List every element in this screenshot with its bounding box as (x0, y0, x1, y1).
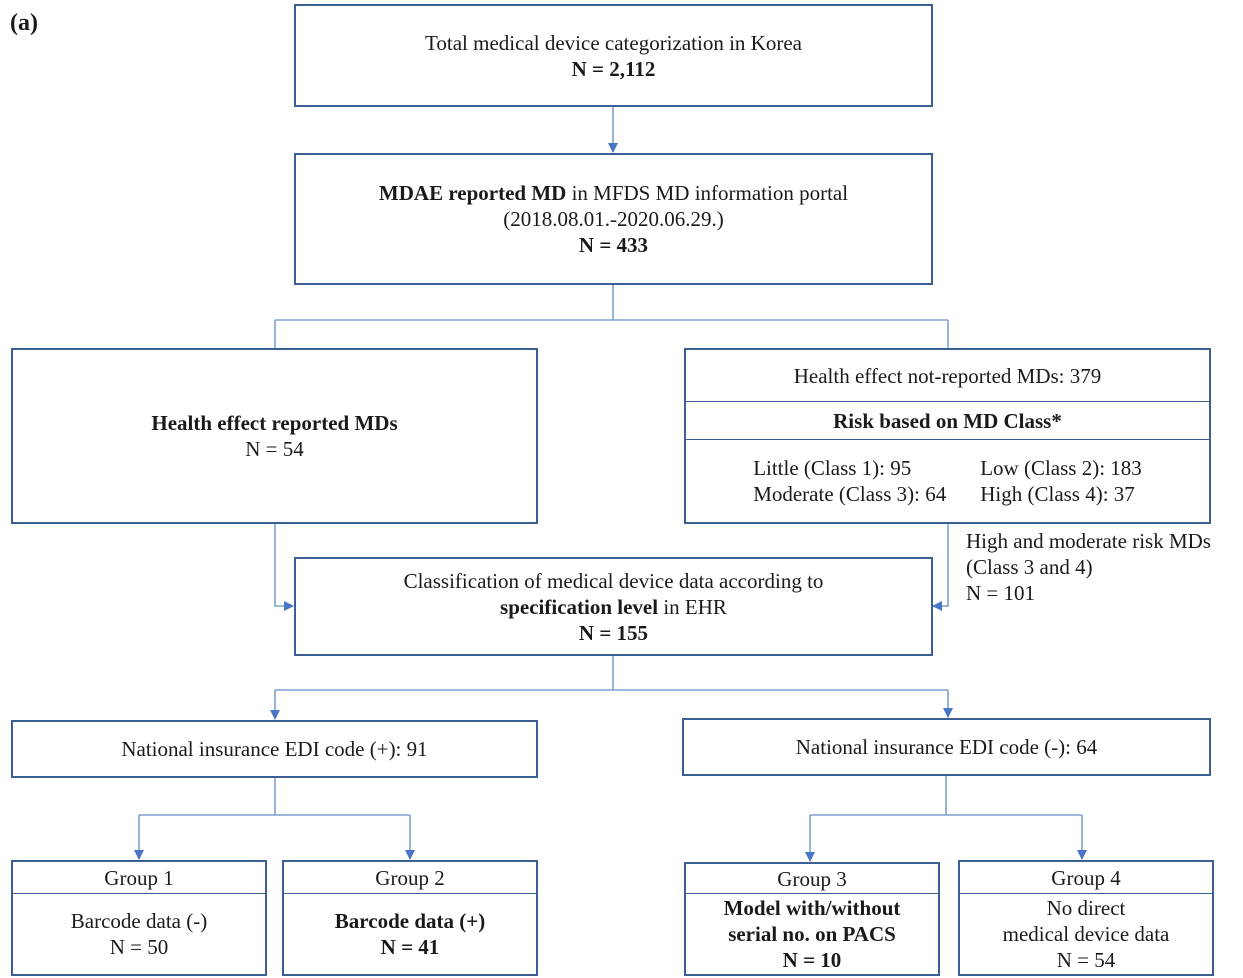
arrow-health-to-classification (274, 524, 294, 611)
mdae-title-bold: MDAE reported MD (378, 181, 567, 205)
group-1-count: N = 50 (109, 935, 169, 959)
risk-class-low: Low (Class 2): 183 (980, 456, 1142, 480)
group-3-desc-line1: Model with/without (723, 896, 901, 920)
group-3-desc-line2: serial no. on PACS (728, 922, 896, 946)
risk-classes-row: Little (Class 1): 95 Low (Class 2): 183 … (686, 440, 1209, 522)
health-reported-box: Health effect reported MDs N = 54 (11, 348, 538, 524)
group-4-desc-line1: No direct (1046, 896, 1126, 920)
side-note-line1: High and moderate risk MDs (966, 529, 1211, 553)
mdae-reported-box: MDAE reported MD in MFDS MD information … (294, 153, 933, 285)
group-4-count: N = 54 (1056, 948, 1116, 972)
high-moderate-risk-note: High and moderate risk MDs (Class 3 and … (966, 528, 1211, 606)
classification-line2: specification level in EHR (500, 594, 727, 620)
group-1-body: Barcode data (-) N = 50 (13, 894, 265, 974)
side-note-line2: (Class 3 and 4) (966, 555, 1093, 579)
health-reported-title: Health effect reported MDs (151, 411, 398, 435)
group-3-name: Group 3 (777, 866, 847, 891)
group-1-header: Group 1 (13, 862, 265, 894)
group-2-count: N = 41 (380, 935, 440, 959)
mdae-title-line: MDAE reported MD in MFDS MD information … (379, 180, 848, 206)
group-1-box: Group 1 Barcode data (-) N = 50 (11, 860, 267, 976)
group-3-header: Group 3 (686, 864, 938, 894)
group-4-header: Group 4 (960, 862, 1212, 894)
group-2-desc: Barcode data (+) (334, 909, 486, 933)
group-4-name: Group 4 (1051, 865, 1121, 890)
classification-line1: Classification of medical device data ac… (403, 568, 824, 593)
risk-class-little: Little (Class 1): 95 (753, 456, 912, 480)
group-3-box: Group 3 Model with/without serial no. on… (684, 862, 940, 976)
total-categorization-box: Total medical device categorization in K… (294, 4, 933, 107)
mdae-count: N = 433 (578, 233, 649, 257)
total-categorization-title: Total medical device categorization in K… (425, 30, 802, 55)
group-2-header: Group 2 (284, 862, 536, 894)
total-categorization-count: N = 2,112 (571, 56, 656, 81)
risk-header: Risk based on MD Class* (833, 408, 1062, 433)
group-3-count: N = 10 (782, 948, 842, 972)
mdae-period: (2018.08.01.-2020.06.29.) (503, 207, 724, 231)
not-reported-title: Health effect not-reported MDs: 379 (793, 363, 1102, 388)
risk-header-row: Risk based on MD Class* (686, 402, 1209, 440)
classification-count: N = 155 (578, 620, 649, 645)
group-1-desc: Barcode data (-) (70, 909, 208, 933)
not-reported-header-row: Health effect not-reported MDs: 379 (686, 350, 1209, 402)
group-2-body: Barcode data (+) N = 41 (284, 894, 536, 974)
group-4-desc-line2: medical device data (1002, 922, 1170, 946)
group-2-name: Group 2 (375, 865, 445, 890)
side-note-count: N = 101 (966, 581, 1036, 605)
edi-negative-label: National insurance EDI code (-): 64 (795, 735, 1098, 759)
edi-positive-label: National insurance EDI code (+): 91 (121, 737, 428, 761)
group-4-box: Group 4 No direct medical device data N … (958, 860, 1214, 976)
risk-class-moderate: Moderate (Class 3): 64 (753, 482, 947, 506)
panel-label: (a) (10, 10, 38, 36)
group-3-body: Model with/without serial no. on PACS N … (686, 894, 938, 974)
classification-rest: in EHR (658, 594, 727, 619)
risk-classes-grid: Little (Class 1): 95 Low (Class 2): 183 … (753, 455, 1142, 507)
classification-bold: specification level (500, 594, 659, 619)
edi-negative-box: National insurance EDI code (-): 64 (682, 718, 1211, 776)
edi-positive-box: National insurance EDI code (+): 91 (11, 720, 538, 778)
risk-class-high: High (Class 4): 37 (980, 482, 1135, 506)
arrow-notreported-to-classification (932, 524, 949, 611)
mdae-title-rest: in MFDS MD information portal (566, 181, 849, 205)
not-reported-box: Health effect not-reported MDs: 379 Risk… (684, 348, 1211, 524)
group-1-name: Group 1 (104, 865, 174, 890)
group-2-box: Group 2 Barcode data (+) N = 41 (282, 860, 538, 976)
group-4-body: No direct medical device data N = 54 (960, 894, 1212, 974)
health-reported-count: N = 54 (245, 437, 304, 461)
classification-box: Classification of medical device data ac… (294, 557, 933, 656)
